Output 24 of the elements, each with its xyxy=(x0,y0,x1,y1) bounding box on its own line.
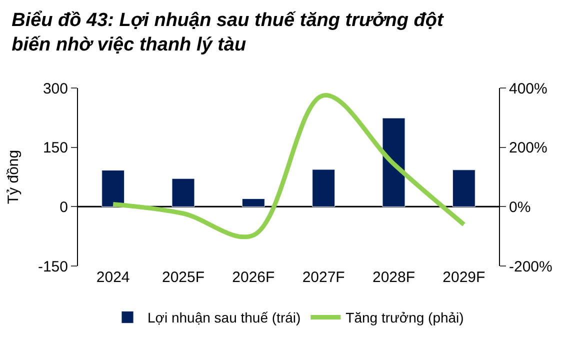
bar xyxy=(452,170,476,207)
bar xyxy=(382,118,406,207)
legend-label: Tăng trưởng (phải) xyxy=(346,310,464,326)
x-tick-label: 2027F xyxy=(302,269,345,286)
x-tick-label: 2029F xyxy=(442,269,486,286)
chart-title: Biểu đồ 43: Lợi nhuận sau thuế tăng trưởng đột biến nhờ việc thanh lý tàu xyxy=(12,10,444,56)
y-axis-title: Tỷ đồng xyxy=(5,150,22,204)
y-tick-label: -150 xyxy=(38,258,68,276)
y2-tick-label: 0% xyxy=(509,198,531,216)
x-tick-label: 2028F xyxy=(372,269,416,286)
bar xyxy=(172,178,195,207)
y2-tick-label: 400% xyxy=(509,80,548,98)
x-tick-label: 2024 xyxy=(96,269,130,286)
y2-tick-label: -200% xyxy=(509,258,552,276)
legend-label: Lợi nhuận sau thuế (trái) xyxy=(148,310,301,326)
bar xyxy=(312,169,336,207)
bar xyxy=(102,170,125,207)
y2-tick-label: 200% xyxy=(509,140,548,157)
y-tick-label: 150 xyxy=(42,140,68,157)
x-tick-label: 2025F xyxy=(162,269,205,286)
y-tick-label: 300 xyxy=(42,80,68,98)
y-tick-label: 0 xyxy=(60,198,68,216)
x-tick-label: 2026F xyxy=(232,269,275,286)
bar xyxy=(242,198,265,207)
